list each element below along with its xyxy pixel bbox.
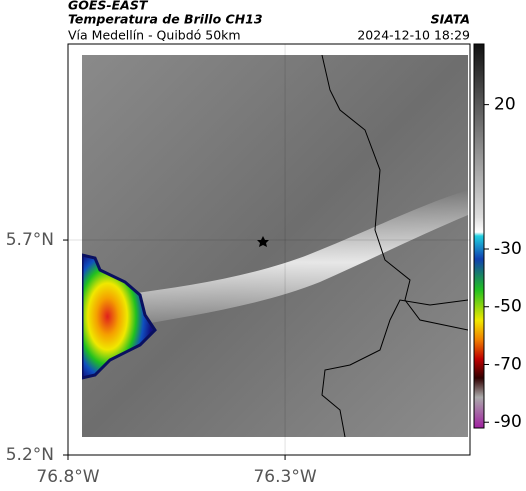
subtitle: Vía Medellín - Quibdó 50km — [68, 28, 241, 43]
map-frame — [67, 43, 471, 456]
source: GOES-EAST — [68, 0, 149, 13]
location-star — [257, 236, 269, 247]
colorbar — [473, 43, 485, 429]
colorbar-tick-label: -70 — [494, 354, 522, 374]
colorbar-tick-label: -30 — [494, 239, 522, 259]
colorbar-tick-label: -50 — [494, 297, 522, 317]
datetime: 2024-12-10 18:29 — [357, 28, 470, 43]
border — [321, 55, 468, 331]
y-tick-label: 5.7°N — [6, 230, 54, 250]
x-tick-label: 76.3°W — [253, 467, 316, 487]
colorbar-tick-label: 20 — [494, 95, 516, 115]
satellite-image — [82, 55, 468, 437]
x-tick-label: 76.8°W — [36, 467, 99, 487]
border — [321, 299, 468, 437]
header: GOES-EAST Temperatura de Brillo CH13 Vía… — [68, 0, 470, 43]
title: Temperatura de Brillo CH13 — [68, 12, 263, 27]
cloud-field — [82, 55, 468, 437]
organization: SIATA — [431, 12, 470, 27]
y-tick-label: 5.2°N — [6, 445, 54, 465]
cold-cloud — [82, 253, 157, 380]
colorbar-tick-label: -90 — [494, 412, 522, 432]
warm-band — [82, 190, 468, 335]
